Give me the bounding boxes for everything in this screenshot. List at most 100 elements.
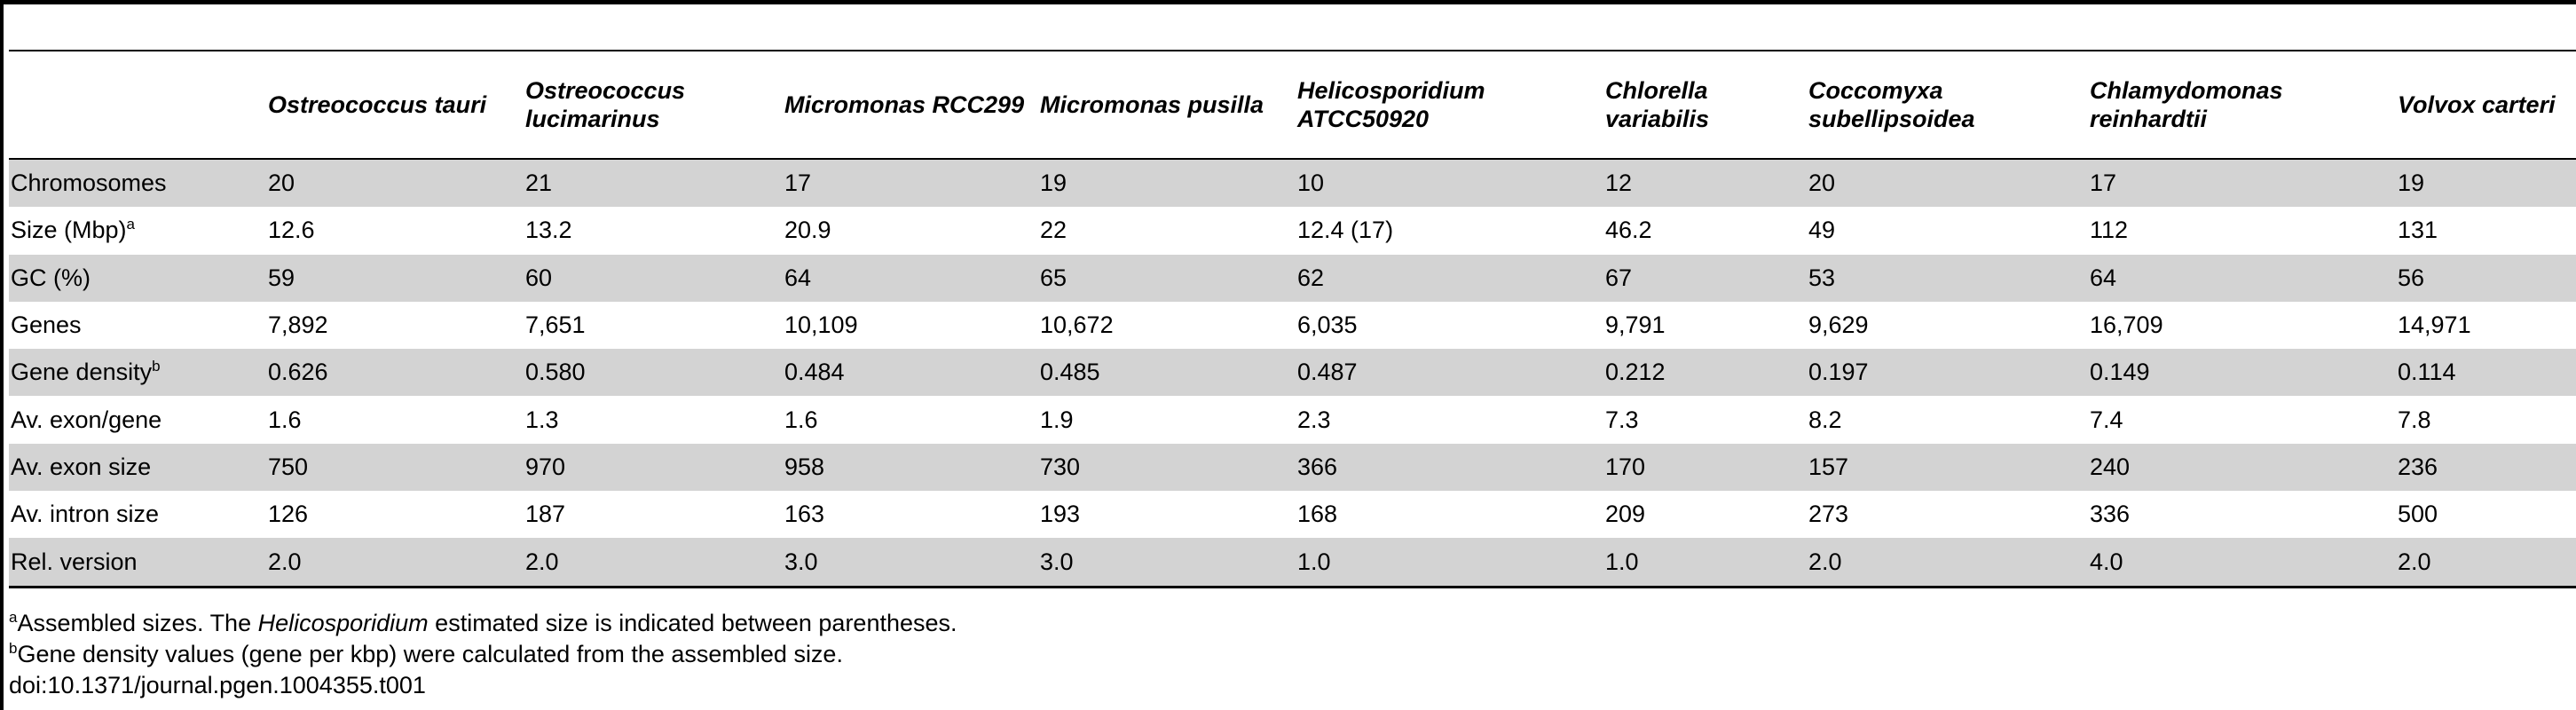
table-cell: 0.197 (1808, 349, 2090, 397)
table-cell: 126 (268, 501, 309, 528)
header-cell-species: Coccomyxa subellipsoidea (1808, 51, 2090, 160)
table-cell: 168 (1297, 501, 1338, 528)
table-cell: 10,672 (1040, 312, 1114, 339)
table-top-rule (9, 50, 2576, 51)
table-cell: 157 (1808, 443, 2090, 492)
table-row: Genes 7,892 7,651 10,109 10,672 6,035 9,791 9,6… (9, 302, 2576, 349)
table-cell: 17 (2090, 159, 2398, 208)
top-border (0, 0, 2576, 4)
table-cell: 2.3 (1297, 406, 1331, 433)
row-label-text: GC (%) (11, 264, 91, 291)
row-label: Chromosomes (9, 159, 268, 208)
table-cell: 500 (2398, 501, 2438, 528)
table-cell: 64 (2090, 254, 2398, 302)
footnote-mark: b (9, 639, 18, 657)
footnote-text: Gene density values (gene per kbp) were … (17, 640, 843, 667)
table-cell: 730 (1040, 443, 1297, 492)
table-cell: 49 (1808, 217, 1836, 244)
table-cell: 0.580 (525, 349, 784, 397)
table-cell: 19 (2398, 159, 2576, 208)
row-label: Av. intron size (9, 491, 268, 538)
table-cell: 20 (1808, 159, 2090, 208)
table-cell: 3.0 (1040, 538, 1297, 586)
footnote-b: bGene density values (gene per kbp) were… (9, 639, 2576, 670)
table-row: Av. exon/gene 1.6 1.3 1.6 1.9 2.3 7.3 8.2 7.4 7.8 (9, 396, 2576, 443)
footnote-mark: b (152, 358, 161, 375)
table-cell: 10,109 (784, 312, 858, 339)
table-cell: 366 (1297, 443, 1605, 492)
table-cell: 750 (268, 443, 525, 492)
header-cell-species: Chlorella variabilis (1605, 51, 1808, 160)
table-cell: 21 (525, 159, 784, 208)
footnote-a: aAssembled sizes. The Helicosporidium es… (9, 608, 2576, 639)
table-cell: 163 (784, 501, 825, 528)
table-cell: 2.0 (2398, 538, 2576, 586)
table-row: Rel. version 2.0 2.0 3.0 3.0 1.0 1.0 2.0 4.0 2.0 (9, 538, 2576, 586)
table-cell: 6,035 (1297, 312, 1358, 339)
doi-line: doi:10.1371/journal.pgen.1004355.t001 (9, 671, 426, 698)
row-label: Genes (9, 302, 268, 349)
table-cell: 0.485 (1040, 349, 1297, 397)
row-label-text: Genes (11, 312, 82, 339)
footnote-text: Assembled sizes. The (17, 609, 258, 636)
table-cell: 7.8 (2398, 406, 2431, 433)
row-label-text: Gene density (11, 359, 153, 386)
header-cell-species: Chlamydomonas reinhardtii (2090, 51, 2398, 160)
table-body: Chromosomes 20 21 17 19 10 12 20 17 19 Size (Mbp)a… (9, 159, 2576, 586)
table-cell: 10 (1297, 159, 1605, 208)
table-cell: 240 (2090, 443, 2398, 492)
header-cell-empty (9, 51, 268, 160)
table-row: Gene densityb 0.626 0.580 0.484 0.485 0.487 0.… (9, 349, 2576, 397)
row-label-text: Av. intron size (11, 501, 160, 528)
table-cell: 19 (1040, 159, 1297, 208)
row-label-text: Rel. version (11, 548, 138, 575)
table-cell: 22 (1040, 217, 1067, 244)
table-cell: 62 (1297, 254, 1605, 302)
table-cell: 209 (1605, 501, 1646, 528)
header-cell-species: Volvox carteri (2398, 51, 2576, 160)
table-cell: 16,709 (2090, 312, 2163, 339)
table-cell: 59 (268, 254, 525, 302)
table-cell: 187 (525, 501, 566, 528)
table-cell: 170 (1605, 443, 1808, 492)
row-label: Size (Mbp)a (9, 207, 268, 254)
table-cell: 56 (2398, 254, 2576, 302)
table-cell: 0.487 (1297, 349, 1605, 397)
row-label-text: Chromosomes (11, 170, 167, 197)
row-label: Av. exon/gene (9, 396, 268, 443)
table-cell: 53 (1808, 254, 2090, 302)
table-cell: 1.9 (1040, 406, 1074, 433)
table-cell: 60 (525, 254, 784, 302)
footnote-italic-term: Helicosporidium (257, 609, 429, 636)
footnote-mark: a (9, 608, 18, 626)
table-cell: 0.212 (1605, 349, 1808, 397)
table-cell: 0.114 (2398, 349, 2576, 397)
table-cell: 14,971 (2398, 312, 2471, 339)
table-cell: 1.0 (1605, 538, 1808, 586)
table-cell: 0.626 (268, 349, 525, 397)
table-cell: 2.0 (1808, 538, 2090, 586)
table-cell: 0.484 (784, 349, 1040, 397)
row-label-text: Av. exon/gene (11, 406, 162, 433)
table-cell: 1.6 (268, 406, 302, 433)
footnote-text: estimated size is indicated between pare… (428, 609, 957, 636)
table-row: GC (%) 59 60 64 65 62 67 53 64 56 (9, 254, 2576, 302)
row-label-text: Size (Mbp) (11, 217, 127, 244)
table-cell: 12 (1605, 159, 1808, 208)
row-label-text: Av. exon size (11, 453, 152, 480)
table-cell: 20.9 (784, 217, 831, 244)
header-cell-species: Ostreococcus lucimarinus (525, 51, 784, 160)
table-row: Size (Mbp)a 12.6 13.2 20.9 22 12.4 (17) 46.2 49… (9, 207, 2576, 254)
row-label: GC (%) (9, 254, 268, 302)
row-label: Av. exon size (9, 443, 268, 492)
header-cell-species: Micromonas RCC299 (784, 51, 1040, 160)
table-cell: 7.3 (1605, 406, 1639, 433)
table-cell: 67 (1605, 254, 1808, 302)
table-cell: 2.0 (525, 538, 784, 586)
table-row: Av. exon size 750 970 958 730 366 170 157 240 236 (9, 443, 2576, 492)
table-cell: 20 (268, 159, 525, 208)
header-cell-species: Helicosporidium ATCC50920 (1297, 51, 1605, 160)
row-label: Gene densityb (9, 349, 268, 397)
table-cell: 131 (2398, 217, 2438, 244)
table-cell: 236 (2398, 443, 2576, 492)
